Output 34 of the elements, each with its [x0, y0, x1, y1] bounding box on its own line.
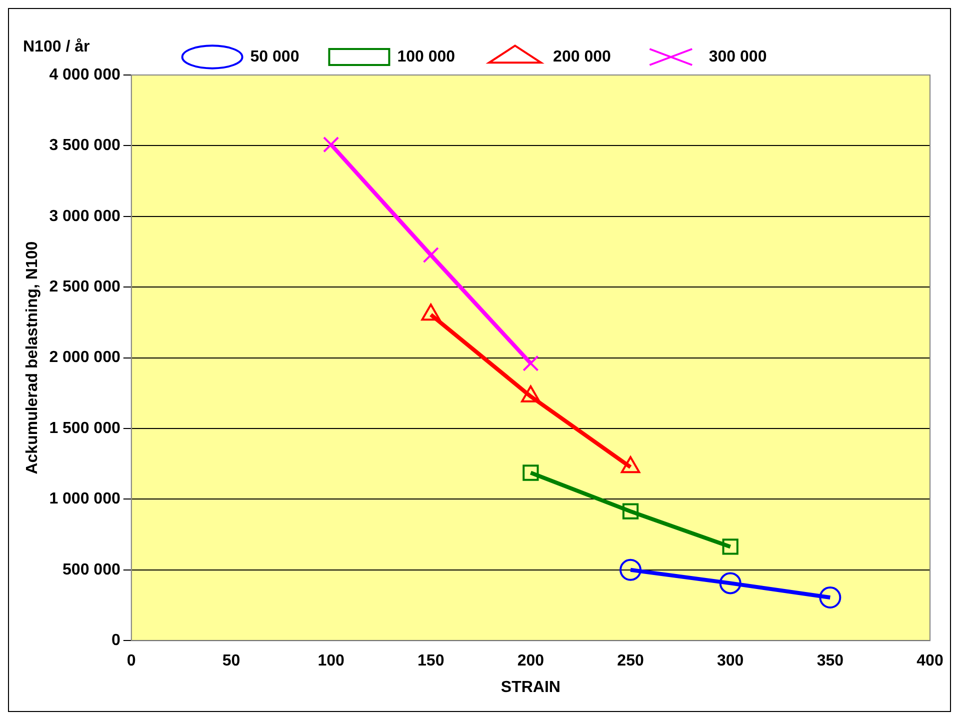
point [522, 464, 539, 481]
y-tick-label: 2 500 000 [49, 278, 120, 296]
legend-label: 200 000 [553, 48, 611, 66]
x-tick-label: 250 [617, 652, 644, 670]
x-tick-label: 200 [517, 652, 544, 670]
x-tick-label: 50 [222, 652, 240, 670]
legend-label: 300 000 [708, 48, 767, 66]
y-tick-label: 0 [111, 632, 120, 650]
y-tick-label: 2 000 000 [49, 349, 120, 366]
y-tick-label: 1 000 000 [49, 490, 120, 508]
point [422, 246, 439, 264]
point [622, 503, 639, 520]
point [819, 586, 842, 608]
point [522, 355, 539, 372]
x-tick-label: 0 [126, 652, 136, 670]
point [322, 136, 340, 153]
x-tick-label: 100 [318, 652, 344, 670]
y-tick-label: 4 000 000 [49, 66, 120, 84]
x-axis-title: STRAIN [500, 678, 560, 696]
x-tick-label: 150 [418, 652, 444, 670]
legend-label: 50 000 [250, 48, 300, 66]
legend-title: N100 / år [23, 37, 90, 56]
y-axis-title: Ackumulerad belastning, N100 [24, 241, 42, 474]
y-tick-label: 1 500 000 [49, 420, 120, 437]
point [719, 572, 742, 594]
y-tick-label: 3 000 000 [49, 208, 120, 225]
y-tick-label: 3 500 000 [49, 137, 120, 154]
x-tick-label: 400 [916, 652, 944, 670]
x-tick-label: 300 [716, 652, 744, 670]
point [620, 558, 642, 581]
y-tick-label: 500 000 [62, 561, 120, 578]
x-tick-label: 350 [816, 652, 844, 670]
legend-label: 100 000 [397, 48, 456, 66]
point [722, 538, 738, 555]
